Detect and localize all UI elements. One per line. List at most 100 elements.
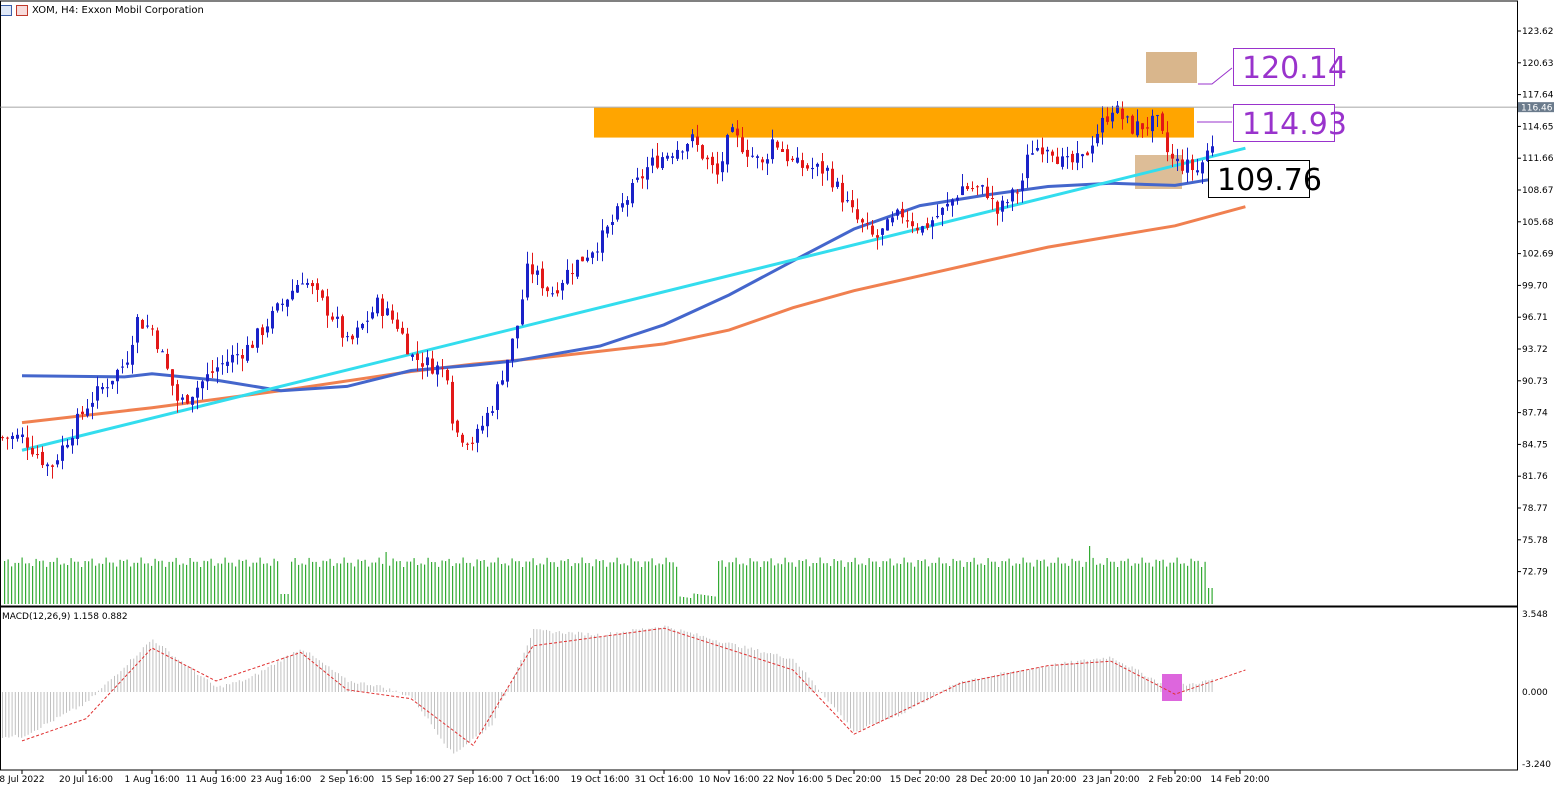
candle-body xyxy=(746,149,749,157)
candle-body xyxy=(1171,153,1174,159)
volume-bar xyxy=(343,557,345,604)
macd-histogram-bar xyxy=(165,648,167,692)
volume-bar xyxy=(1096,564,1098,604)
macd-indicator-label: MACD(12,26,9) 1.158 0.882 xyxy=(2,612,128,622)
macd-histogram-bar xyxy=(248,678,250,692)
volume-bar xyxy=(1152,566,1154,604)
macd-histogram-bar xyxy=(27,692,29,735)
macd-histogram-bar xyxy=(402,692,403,695)
volume-bar xyxy=(644,561,646,604)
volume-bar xyxy=(175,557,177,604)
volume-bar xyxy=(697,594,699,604)
candle-body xyxy=(766,159,769,164)
volume-bar xyxy=(1138,563,1140,604)
macd-histogram-bar xyxy=(834,692,835,708)
volume-bar xyxy=(441,560,443,604)
macd-histogram-bar xyxy=(821,692,823,694)
volume-bar xyxy=(595,559,597,604)
macd-histogram-bar xyxy=(837,692,839,712)
volume-bar xyxy=(1211,588,1213,604)
volume-bar xyxy=(322,560,324,604)
volume-bar xyxy=(18,562,20,604)
volume-bar xyxy=(1127,558,1129,604)
candle-body xyxy=(1141,123,1144,130)
candle-body xyxy=(1211,146,1214,153)
candle-body xyxy=(781,149,784,152)
volume-bar xyxy=(487,566,489,604)
volume-bar xyxy=(105,557,107,604)
macd-histogram-bar xyxy=(549,630,551,692)
macd-histogram-bar xyxy=(338,673,339,692)
candle-body xyxy=(176,384,179,401)
candle-body xyxy=(216,367,219,372)
macd-histogram-bar xyxy=(1083,659,1085,692)
macd-histogram-bar xyxy=(878,692,880,724)
candle-body xyxy=(386,308,389,316)
macd-histogram-bar xyxy=(30,692,32,733)
volume-bar xyxy=(70,558,72,604)
macd-histogram-bar xyxy=(155,643,157,692)
candle-body xyxy=(451,381,454,424)
macd-histogram-bar xyxy=(1042,667,1043,692)
macd-histogram-bar xyxy=(1058,665,1059,692)
volume-bar xyxy=(1159,561,1161,604)
chart-properties-icon[interactable] xyxy=(16,4,28,16)
candle-body xyxy=(26,437,29,448)
macd-histogram-bar xyxy=(267,667,269,692)
volume-bar xyxy=(1015,563,1017,604)
candle-body xyxy=(671,156,674,158)
candle-body xyxy=(546,287,549,292)
volume-bar xyxy=(1131,565,1133,604)
candle-body xyxy=(516,325,519,339)
volume-bar xyxy=(907,562,909,604)
macd-histogram-bar xyxy=(744,645,746,692)
macd-histogram-bar xyxy=(971,679,973,692)
candle-body xyxy=(1096,133,1099,144)
macd-histogram-bar xyxy=(418,692,419,708)
volume-bar xyxy=(49,562,51,604)
macd-histogram-bar xyxy=(197,674,199,692)
macd-histogram-bar xyxy=(1211,679,1213,692)
macd-histogram-bar xyxy=(1141,672,1143,692)
volume-bar xyxy=(1099,563,1101,604)
macd-histogram-bar xyxy=(1102,657,1104,692)
macd-histogram-bar xyxy=(1067,663,1069,692)
price-tick-label: 117.64 xyxy=(1522,91,1554,101)
macd-histogram-bar xyxy=(139,652,141,692)
candle-body xyxy=(966,186,969,190)
price-tick-label: 90.73 xyxy=(1522,377,1548,387)
time-tick-label: 23 Jan 20:00 xyxy=(1083,775,1140,785)
macd-histogram-bar xyxy=(325,665,327,692)
volume-bar xyxy=(676,566,678,604)
volume-bar xyxy=(508,565,510,604)
macd-histogram-bar xyxy=(859,692,861,730)
macd-histogram-bar xyxy=(798,666,800,692)
volume-bar xyxy=(284,594,286,604)
macd-histogram-bar xyxy=(629,631,631,692)
volume-bar xyxy=(553,562,555,604)
volume-bar xyxy=(35,558,37,604)
candle-body xyxy=(76,413,79,439)
candle-body xyxy=(401,327,404,334)
macd-histogram-bar xyxy=(5,692,7,737)
macd-histogram-bar xyxy=(869,692,871,725)
candle-body xyxy=(1051,151,1054,156)
volume-bar xyxy=(84,561,86,604)
macd-histogram-bar xyxy=(693,634,695,692)
macd-histogram-bar xyxy=(952,685,954,692)
candle-body xyxy=(586,257,589,261)
macd-histogram-bar xyxy=(222,687,224,692)
candle-body xyxy=(771,139,774,160)
volume-bar xyxy=(585,563,587,604)
volume-bar xyxy=(798,560,800,604)
candle-body xyxy=(571,273,574,275)
macd-histogram-bar xyxy=(782,658,784,692)
candle-body xyxy=(776,141,779,148)
macd-histogram-bar xyxy=(715,640,717,692)
volume-bar xyxy=(606,566,608,604)
macd-histogram-bar xyxy=(290,655,291,692)
candle-body xyxy=(716,163,719,175)
volume-bar xyxy=(189,558,191,604)
volume-bar xyxy=(1001,561,1003,604)
